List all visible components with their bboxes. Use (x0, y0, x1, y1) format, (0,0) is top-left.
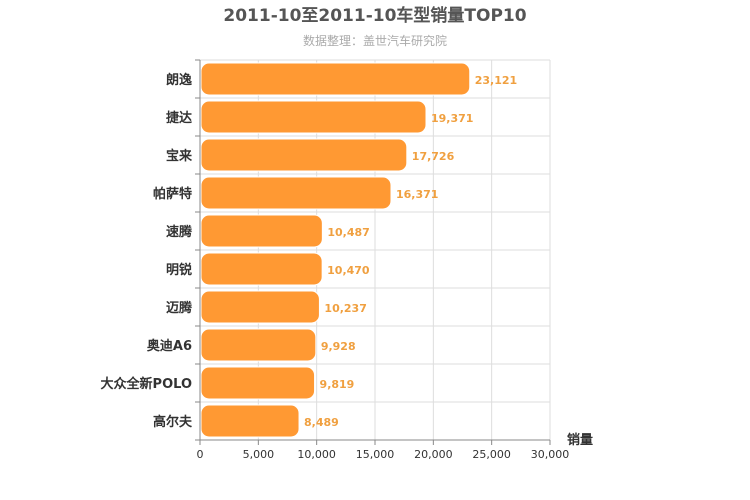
value-label: 8,489 (304, 416, 339, 429)
value-label: 9,819 (320, 378, 355, 391)
bar (200, 100, 427, 134)
bar (200, 252, 323, 286)
x-tick-label: 20,000 (414, 448, 453, 461)
x-tick-label: 5,000 (243, 448, 275, 461)
bars (200, 62, 471, 438)
x-axis-title: 销量 (567, 432, 593, 448)
x-tick-label: 0 (197, 448, 204, 461)
value-label: 10,237 (324, 302, 366, 315)
category-label: 大众全新POLO (101, 376, 192, 392)
grid (195, 59, 551, 445)
value-label: 19,371 (431, 112, 473, 125)
bar (200, 404, 300, 438)
bar (200, 176, 392, 210)
labels: 0 5,000 10,000 15,000 20,000 25,000 30,000 朗逸 23… (101, 72, 570, 461)
category-label: 高尔夫 (153, 414, 193, 430)
x-tick-label: 30,000 (531, 448, 570, 461)
category-label: 明锐 (166, 262, 192, 278)
value-label: 16,371 (396, 188, 438, 201)
category-label: 帕萨特 (153, 186, 192, 202)
category-label: 宝来 (166, 148, 193, 164)
category-label: 速腾 (166, 224, 193, 240)
value-label: 23,121 (475, 74, 517, 87)
category-label: 朗逸 (166, 72, 192, 88)
value-label: 17,726 (412, 150, 455, 163)
value-label: 9,928 (321, 340, 356, 353)
x-tick-label: 10,000 (297, 448, 336, 461)
value-label: 10,487 (327, 226, 369, 239)
x-tick-label: 25,000 (472, 448, 511, 461)
category-label: 奥迪A6 (147, 338, 192, 354)
x-tick-label: 15,000 (356, 448, 395, 461)
bar (200, 214, 323, 248)
category-label: 迈腾 (166, 300, 193, 316)
bar (200, 290, 320, 324)
bar (200, 366, 316, 400)
chart-subtitle: 数据整理：盖世汽车研究院 (303, 33, 447, 48)
chart-title: 2011-10至2011-10车型销量TOP10 (223, 5, 526, 26)
bar (200, 62, 471, 96)
value-label: 10,470 (327, 264, 370, 277)
bar (200, 138, 408, 172)
category-label: 捷达 (166, 110, 192, 126)
bar (200, 328, 317, 362)
